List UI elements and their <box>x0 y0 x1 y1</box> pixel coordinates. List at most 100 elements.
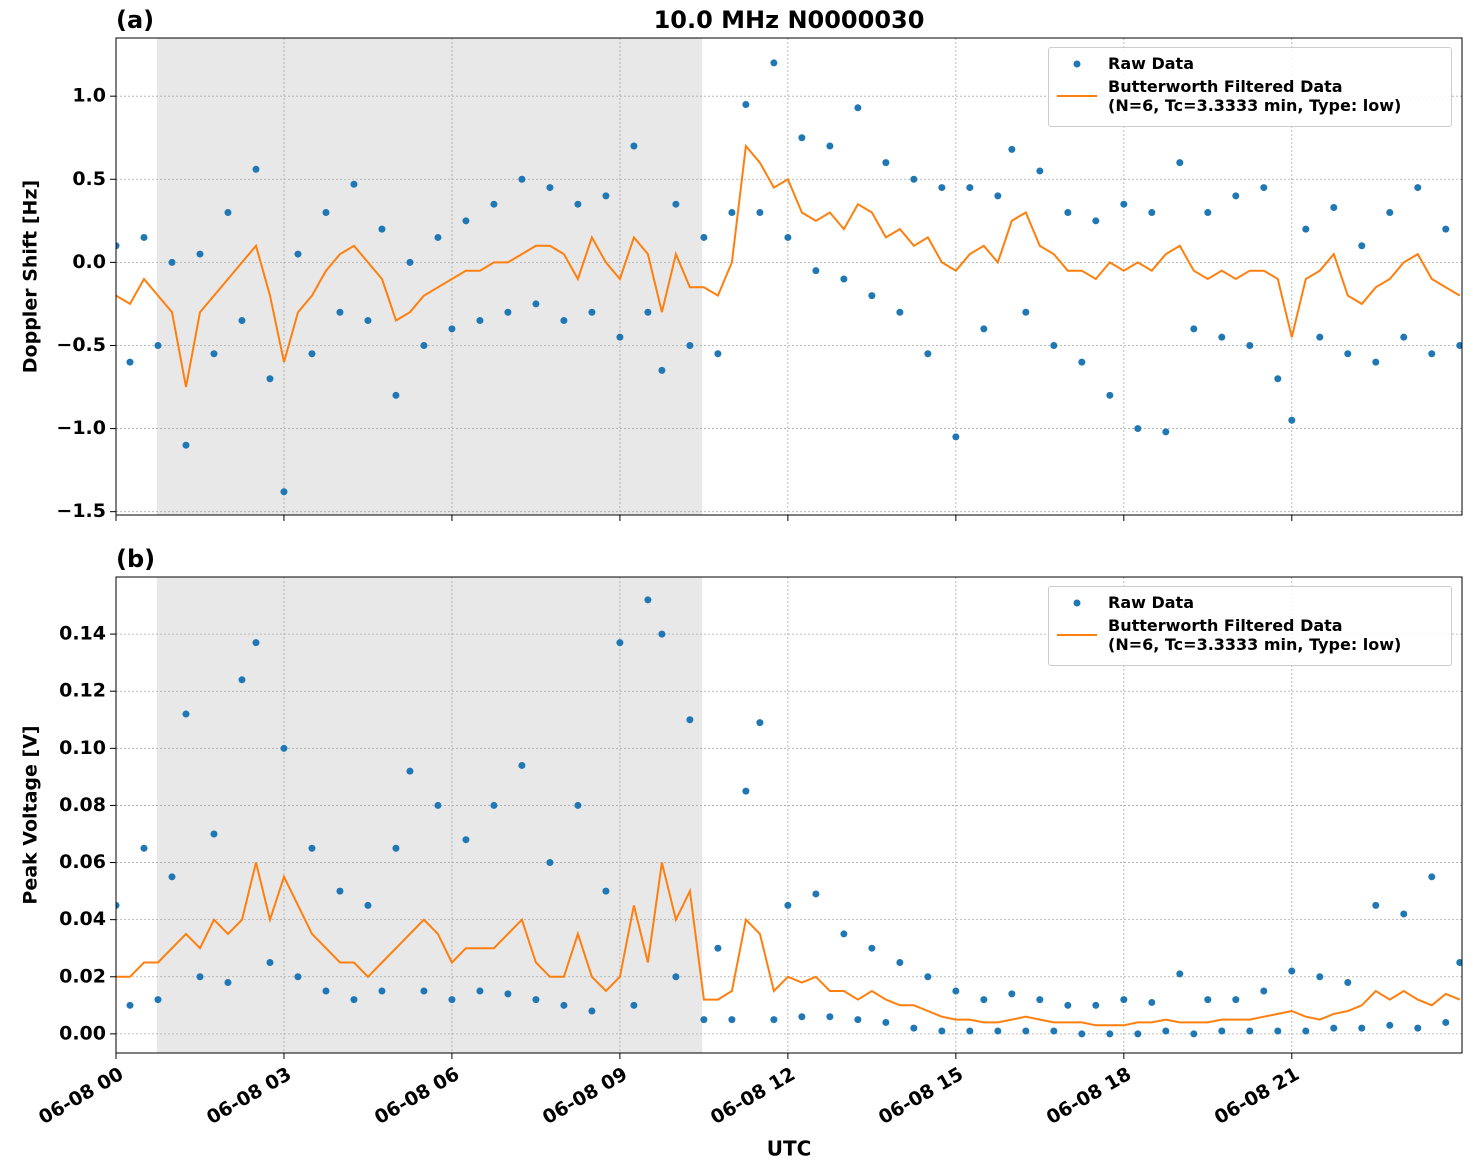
plot-area <box>116 59 1462 496</box>
raw-point <box>1274 375 1282 383</box>
raw-point <box>1288 416 1296 424</box>
plot-area <box>116 596 1462 1038</box>
raw-point <box>924 350 932 358</box>
raw-point <box>364 317 372 325</box>
x-tick-label: 06-08 00 <box>35 1063 127 1129</box>
raw-point <box>840 930 848 938</box>
raw-point <box>448 996 456 1004</box>
raw-point <box>518 761 526 769</box>
legend-marker <box>1073 599 1081 606</box>
raw-point <box>980 325 988 333</box>
legend-label: Butterworth Filtered Data (N=6, Tc=3.333… <box>1108 77 1402 115</box>
raw-point <box>1428 873 1436 881</box>
raw-point <box>742 100 750 108</box>
raw-point <box>812 267 820 275</box>
raw-point <box>980 996 988 1004</box>
raw-point <box>140 844 148 852</box>
raw-point <box>406 258 414 266</box>
raw-point <box>238 676 246 684</box>
raw-point <box>1022 1027 1030 1035</box>
y-tick-label: 0.12 <box>59 680 106 702</box>
raw-point <box>1358 242 1366 250</box>
raw-point <box>364 901 372 909</box>
chart-title: 10.0 MHz N0000030 <box>654 6 925 34</box>
raw-point <box>1050 1027 1058 1035</box>
raw-point <box>224 978 232 986</box>
raw-point <box>476 987 484 995</box>
raw-point <box>882 159 890 167</box>
raw-point <box>1050 341 1058 349</box>
raw-point <box>308 350 316 358</box>
raw-point <box>252 639 260 647</box>
raw-point <box>434 801 442 809</box>
raw-point <box>644 596 652 604</box>
raw-point <box>854 104 862 112</box>
raw-point <box>266 375 274 383</box>
raw-point <box>1232 996 1240 1004</box>
y-axis-label: Doppler Shift [Hz] <box>20 180 42 373</box>
raw-point <box>770 1016 778 1024</box>
raw-point <box>868 292 876 300</box>
raw-point <box>924 973 932 981</box>
raw-point <box>644 308 652 316</box>
raw-point <box>1260 987 1268 995</box>
raw-point <box>994 192 1002 200</box>
raw-point <box>560 1001 568 1009</box>
raw-point <box>714 944 722 952</box>
raw-point <box>1190 1030 1198 1038</box>
raw-point <box>910 175 918 183</box>
raw-point <box>1134 425 1142 433</box>
y-tick-label: 0.08 <box>59 794 106 816</box>
raw-point <box>336 887 344 895</box>
x-tick-label: 06-08 12 <box>707 1063 799 1129</box>
raw-point <box>560 317 568 325</box>
raw-point <box>546 184 554 192</box>
raw-point <box>1442 1018 1450 1026</box>
raw-point <box>280 488 288 496</box>
raw-point <box>728 209 736 217</box>
axes-frame <box>115 576 1463 1054</box>
raw-point <box>1064 209 1072 217</box>
raw-point <box>476 317 484 325</box>
raw-point <box>938 1027 946 1035</box>
raw-point <box>1148 209 1156 217</box>
raw-point <box>1400 333 1408 341</box>
raw-point <box>308 844 316 852</box>
x-tick-label: 06-08 03 <box>203 1063 295 1129</box>
raw-point <box>1106 1030 1114 1038</box>
raw-point <box>210 830 218 838</box>
legend-swatch <box>1073 60 1081 67</box>
raw-point <box>686 716 694 724</box>
raw-point <box>210 350 218 358</box>
raw-point <box>896 308 904 316</box>
raw-point <box>700 1016 708 1024</box>
raw-point <box>1120 996 1128 1004</box>
raw-point <box>602 887 610 895</box>
raw-point <box>1176 970 1184 978</box>
raw-point <box>1372 358 1380 366</box>
raw-point <box>196 973 204 981</box>
raw-point <box>448 325 456 333</box>
raw-point <box>826 1013 834 1021</box>
raw-point <box>882 1018 890 1026</box>
raw-point <box>462 217 470 225</box>
raw-point <box>602 192 610 200</box>
legend: Raw Data Butterworth Filtered Data (N=6, … <box>1048 586 1452 666</box>
y-tick-label: 0.04 <box>59 908 106 930</box>
raw-point <box>756 209 764 217</box>
raw-point <box>784 233 792 241</box>
legend-marker <box>1057 634 1097 636</box>
legend-swatch <box>1073 599 1081 606</box>
raw-point <box>1456 958 1462 966</box>
raw-point <box>378 225 386 233</box>
raw-point <box>1036 167 1044 175</box>
raw-point <box>490 801 498 809</box>
raw-point <box>798 1013 806 1021</box>
raw-point <box>1414 184 1422 192</box>
raw-point <box>630 142 638 150</box>
raw-point <box>126 358 134 366</box>
raw-point <box>1064 1001 1072 1009</box>
raw-point <box>266 958 274 966</box>
raw-point <box>686 341 694 349</box>
